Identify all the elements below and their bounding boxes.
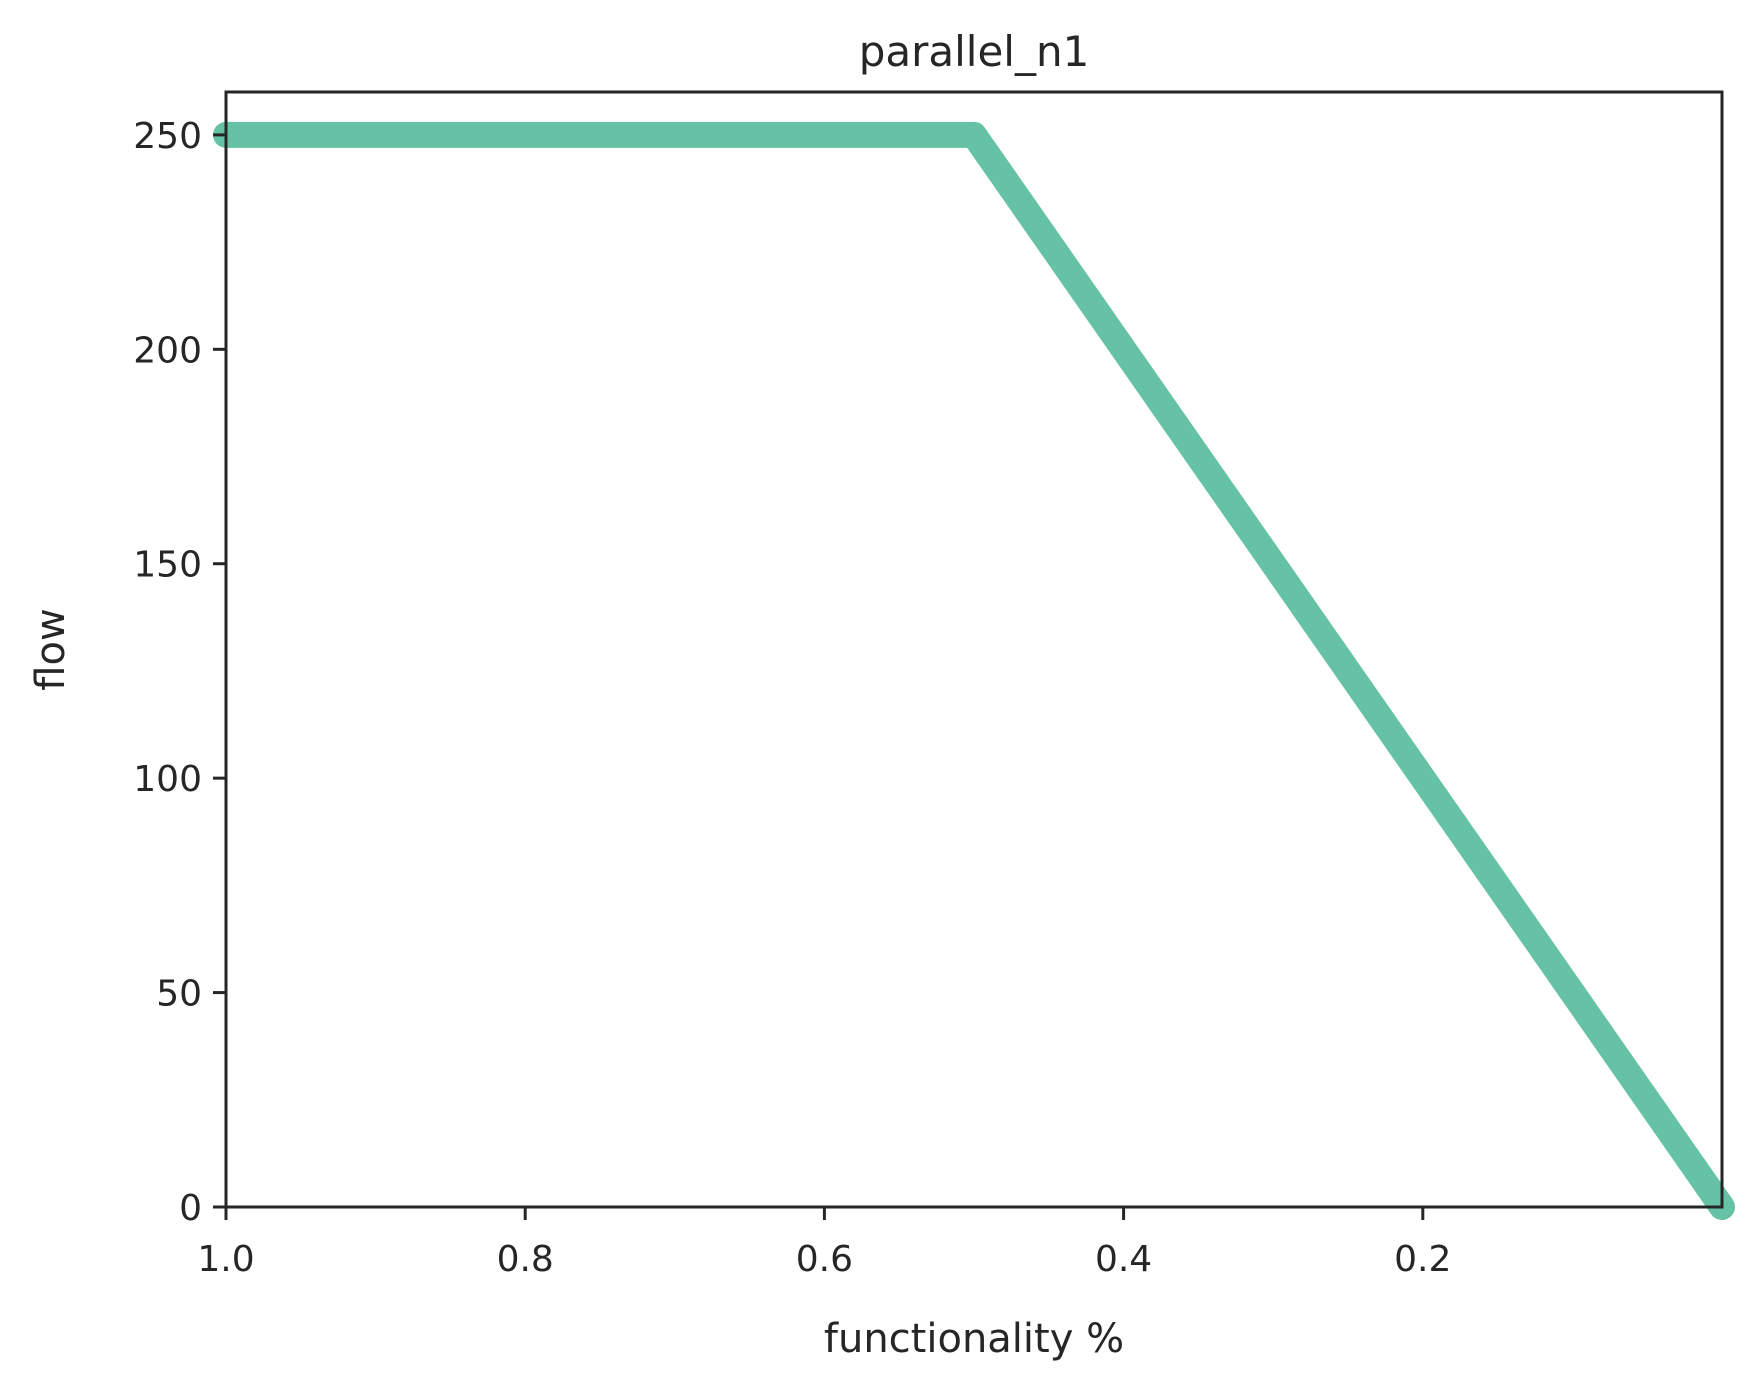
x-tick-label: 0.2	[1394, 1239, 1451, 1280]
y-tick-label: 250	[133, 116, 202, 157]
y-tick-label: 150	[133, 545, 202, 586]
x-tick-label: 0.8	[497, 1239, 554, 1280]
chart-title: parallel_n1	[859, 27, 1090, 76]
y-tick-label: 100	[133, 759, 202, 800]
plot-frame	[224, 90, 1724, 1209]
x-axis-label: functionality %	[824, 1316, 1124, 1362]
x-tick-label: 1.0	[197, 1239, 254, 1280]
series-layer	[213, 121, 1735, 1220]
series-line-0	[213, 121, 1735, 1220]
y-tick-label: 200	[133, 330, 202, 371]
y-axis-label: flow	[28, 608, 74, 690]
y-tick-label: 0	[179, 1188, 202, 1229]
x-tick-label: 0.4	[1095, 1239, 1152, 1280]
x-tick-label: 0.6	[796, 1239, 853, 1280]
y-tick-label: 50	[156, 974, 202, 1015]
ticks-layer: 1.0 0.8 0.6 0.4 0.2 0 50 100 150 200 250	[133, 116, 1451, 1280]
